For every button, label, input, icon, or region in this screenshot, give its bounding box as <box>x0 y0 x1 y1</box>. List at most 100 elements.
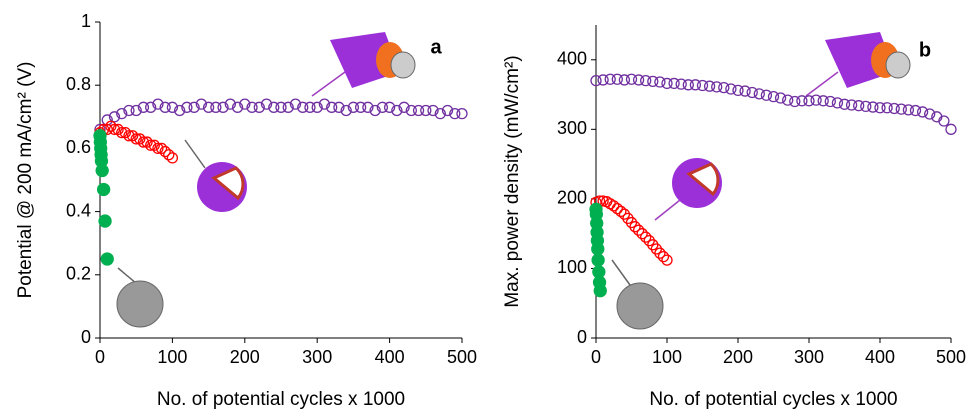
y-tick-label: 400 <box>557 49 587 69</box>
point <box>845 99 858 111</box>
point <box>123 130 135 142</box>
point <box>100 252 114 266</box>
point <box>141 136 153 148</box>
point <box>246 101 258 113</box>
point <box>838 98 851 110</box>
point <box>732 84 744 97</box>
nanotube-icon-a <box>311 32 416 97</box>
point <box>760 89 773 101</box>
plot-area <box>589 73 957 298</box>
y-tick-label: 0 <box>577 327 587 347</box>
point <box>126 130 139 142</box>
y-tick-label: 0.4 <box>66 200 91 220</box>
point <box>289 98 302 110</box>
x-axis-label: No. of potential cycles x 1000 <box>649 389 897 410</box>
nanotube-icon-b <box>805 32 911 97</box>
point <box>340 104 352 117</box>
point <box>304 101 316 113</box>
point <box>95 163 109 178</box>
point <box>725 83 737 95</box>
point <box>391 104 403 117</box>
point <box>831 97 844 109</box>
point <box>119 126 131 139</box>
point <box>354 101 367 113</box>
panel-label: a <box>430 36 442 58</box>
point <box>632 224 645 236</box>
point <box>311 101 323 113</box>
point <box>611 73 623 85</box>
point <box>116 107 128 120</box>
point <box>916 106 929 118</box>
point <box>632 74 645 86</box>
point <box>405 104 417 117</box>
point <box>860 100 872 113</box>
point <box>195 98 208 110</box>
panel-label: b <box>919 39 931 61</box>
y-tick-label: 0.8 <box>66 74 91 94</box>
point <box>618 74 631 86</box>
x-tick-label: 400 <box>865 347 895 367</box>
point <box>640 231 652 243</box>
y-tick-label: 300 <box>557 118 587 138</box>
point <box>231 101 244 113</box>
point <box>318 98 331 110</box>
point <box>98 214 112 228</box>
point <box>163 149 175 161</box>
point <box>682 79 694 91</box>
point <box>239 98 251 110</box>
point <box>297 101 309 113</box>
point <box>173 104 186 117</box>
y-tick-label: 100 <box>557 257 587 277</box>
x-tick-label: 200 <box>230 347 260 367</box>
point <box>782 94 794 106</box>
point <box>753 88 765 100</box>
point <box>260 98 273 110</box>
point <box>853 100 865 112</box>
point <box>253 101 265 113</box>
illustrations <box>116 32 911 330</box>
point <box>902 104 915 116</box>
point <box>159 145 171 158</box>
point <box>636 228 648 240</box>
point <box>441 104 454 117</box>
y-tick-label: 200 <box>557 188 587 208</box>
point <box>137 101 150 113</box>
point <box>412 104 425 117</box>
point <box>608 200 620 212</box>
point <box>640 74 652 87</box>
point <box>434 107 446 120</box>
point <box>268 101 280 113</box>
point <box>108 111 121 123</box>
point <box>166 152 179 164</box>
point <box>145 101 157 113</box>
point <box>824 95 836 108</box>
point <box>739 85 751 97</box>
point <box>217 101 229 113</box>
point <box>654 247 666 259</box>
y-tick-label: 1 <box>81 11 91 31</box>
x-tick-label: 500 <box>936 347 966 367</box>
point <box>152 142 164 155</box>
point <box>746 86 758 99</box>
point <box>591 242 605 256</box>
point <box>938 115 950 127</box>
y-tick-label: 0.2 <box>66 264 91 284</box>
point <box>597 74 609 86</box>
point <box>116 126 128 139</box>
x-tick-label: 100 <box>652 347 682 367</box>
point <box>449 107 461 120</box>
point <box>810 94 822 106</box>
point <box>188 101 200 113</box>
point <box>611 202 623 215</box>
point <box>817 95 829 107</box>
point <box>130 133 142 145</box>
point <box>275 101 287 113</box>
point <box>711 81 723 93</box>
point <box>661 77 673 90</box>
point <box>326 101 338 113</box>
y-tick-label: 0 <box>81 327 91 347</box>
x-tick-label: 500 <box>447 347 477 367</box>
point <box>210 101 222 113</box>
point <box>148 139 160 151</box>
